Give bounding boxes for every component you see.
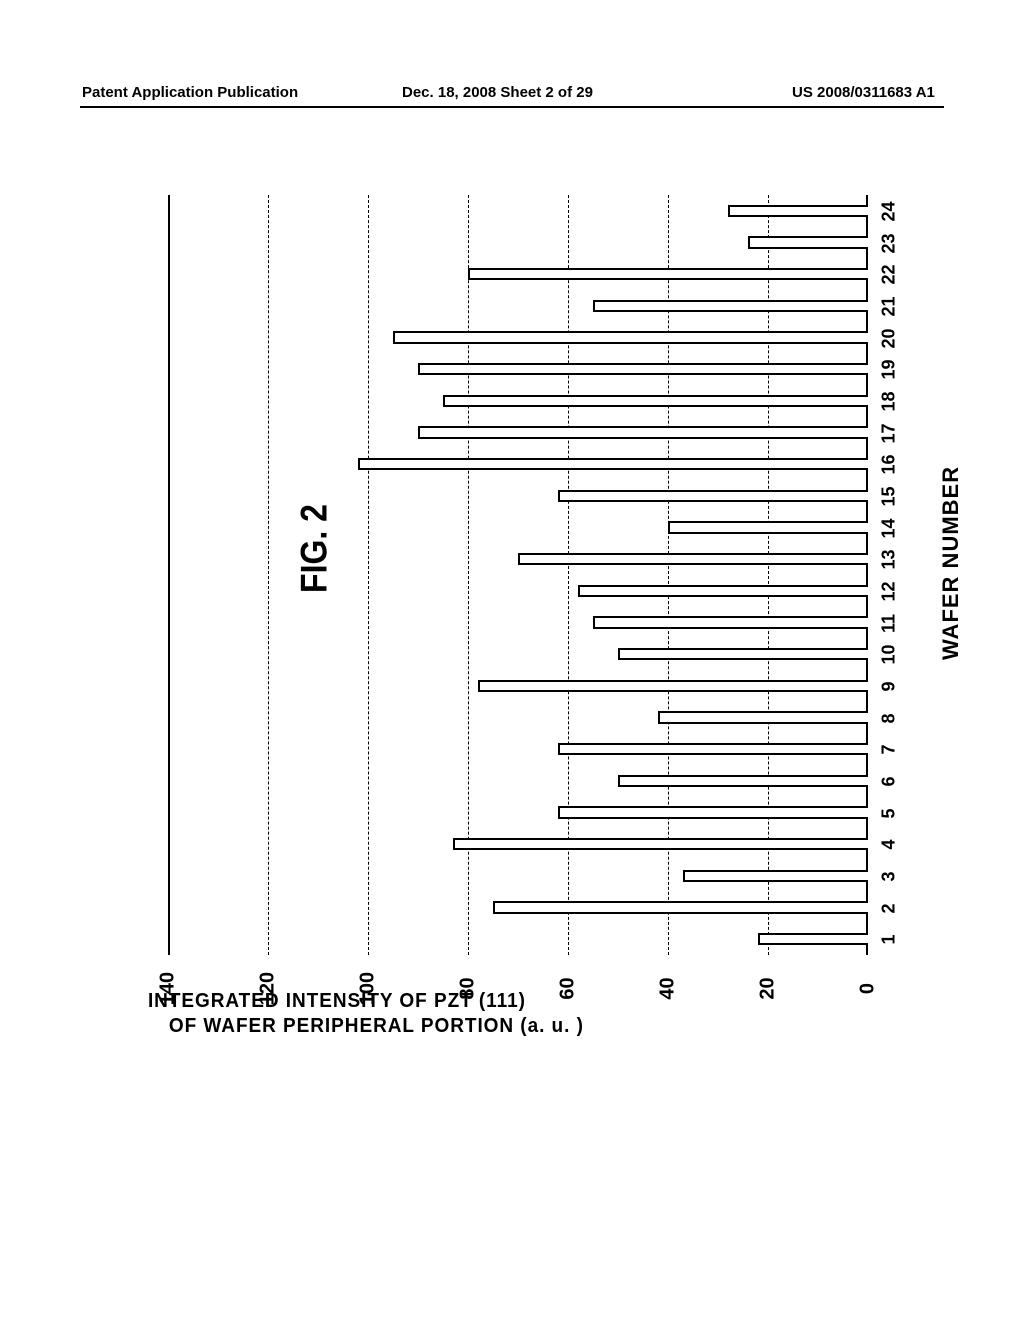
x-tick-label: 3 — [879, 861, 900, 891]
x-tick-label: 20 — [879, 323, 900, 353]
bar — [578, 585, 868, 598]
bar — [683, 870, 868, 883]
bar — [468, 268, 868, 281]
plot-area — [168, 195, 868, 955]
x-tick-label: 1 — [879, 925, 900, 955]
header-right: US 2008/0311683 A1 — [792, 84, 935, 101]
x-tick-label: 4 — [879, 830, 900, 860]
bar — [668, 521, 868, 534]
x-tick-label: 8 — [879, 703, 900, 733]
header-center: Dec. 18, 2008 Sheet 2 of 29 — [402, 84, 593, 101]
x-tick-label: 7 — [879, 735, 900, 765]
y-tick-label: 120 — [257, 969, 280, 1009]
y-tick-label: 100 — [357, 969, 380, 1009]
y-axis-label-line2: OF WAFER PERIPHERAL PORTION (a. u. ) — [169, 1015, 584, 1038]
bar — [728, 205, 868, 218]
bar — [418, 363, 868, 376]
x-tick-label: 15 — [879, 481, 900, 511]
y-tick-label: 60 — [557, 969, 580, 1009]
gridline — [368, 195, 369, 955]
x-tick-label: 9 — [879, 671, 900, 701]
x-tick-label: 14 — [879, 513, 900, 543]
x-tick-label: 23 — [879, 228, 900, 258]
y-tick-label: 20 — [757, 969, 780, 1009]
bar — [418, 426, 868, 439]
x-tick-label: 13 — [879, 545, 900, 575]
x-tick-label: 11 — [879, 608, 900, 638]
bar — [393, 331, 868, 344]
bar — [453, 838, 868, 851]
x-tick-label: 24 — [879, 196, 900, 226]
bar — [443, 395, 868, 408]
bar — [593, 616, 868, 629]
y-tick-label: 40 — [657, 969, 680, 1009]
x-tick-label: 19 — [879, 355, 900, 385]
bar — [558, 490, 868, 503]
header-left: Patent Application Publication — [82, 84, 298, 101]
x-tick-label: 21 — [879, 291, 900, 321]
bar — [493, 901, 868, 914]
bar — [558, 806, 868, 819]
gridline — [168, 195, 170, 955]
y-tick-label: 80 — [457, 969, 480, 1009]
y-tick-label: 140 — [157, 969, 180, 1009]
x-tick-label: 6 — [879, 766, 900, 796]
bar — [618, 648, 868, 661]
bar — [758, 933, 868, 946]
header-rule — [80, 106, 944, 108]
bar — [658, 711, 868, 724]
bar — [618, 775, 868, 788]
x-tick-label: 5 — [879, 798, 900, 828]
x-tick-label: 10 — [879, 640, 900, 670]
x-tick-label: 17 — [879, 418, 900, 448]
bar — [358, 458, 868, 471]
x-tick-label: 16 — [879, 450, 900, 480]
bar — [478, 680, 868, 693]
bar — [518, 553, 868, 566]
bar — [558, 743, 868, 756]
x-tick-label: 22 — [879, 260, 900, 290]
x-axis-label: WAFER NUMBER — [938, 466, 964, 660]
x-tick-label: 18 — [879, 386, 900, 416]
x-tick-label: 12 — [879, 576, 900, 606]
bar — [748, 236, 868, 249]
x-tick-label: 2 — [879, 893, 900, 923]
bar — [593, 300, 868, 313]
gridline — [268, 195, 269, 955]
y-tick-label: 0 — [857, 969, 880, 1009]
page-header: Patent Application Publication Dec. 18, … — [0, 84, 1024, 104]
